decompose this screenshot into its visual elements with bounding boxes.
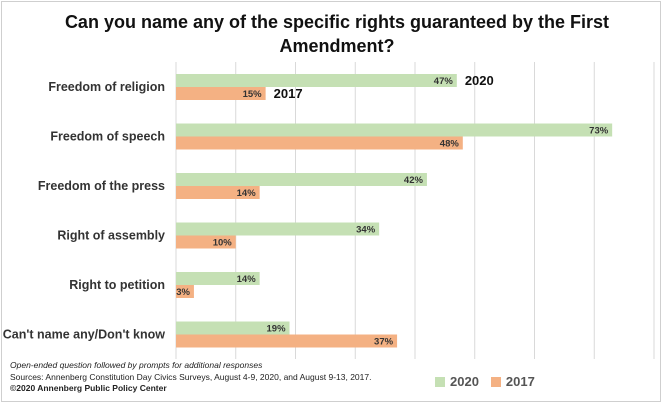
chart-title: Can you name any of the specific rights …: [64, 12, 610, 56]
data-label-2020: 47%: [434, 76, 454, 87]
bar-2020: [176, 321, 290, 335]
data-label-2020: 42%: [404, 175, 424, 186]
legend-label-2020: 2020: [450, 374, 479, 389]
footnote-copyright: ©2020 Annenberg Public Policy Center: [10, 383, 167, 393]
bar-2020: [176, 74, 457, 87]
bar-2017: [176, 87, 266, 100]
category-label: Freedom of religion: [48, 80, 165, 94]
data-label-2020: 73%: [589, 126, 609, 137]
data-label-2017: 3%: [176, 287, 190, 298]
legend: 2020 2017: [435, 374, 535, 389]
bar-2017: [176, 235, 236, 249]
category-label: Right of assembly: [57, 229, 165, 243]
legend-swatch-2020: [435, 376, 445, 387]
legend-label-2017: 2017: [505, 374, 535, 389]
data-label-2017: 48%: [440, 139, 460, 150]
bar-2020: [176, 222, 380, 236]
data-label-2020: 34%: [356, 225, 376, 236]
legend-item-2017: 2017: [490, 374, 535, 389]
data-label-2020: 14%: [237, 274, 257, 285]
data-label-2017: 37%: [374, 337, 394, 348]
footnote-question-note: Open-ended question followed by prompts …: [10, 360, 263, 370]
data-label-2017: 14%: [237, 188, 257, 199]
data-label-2020: 19%: [267, 324, 287, 335]
data-label-2017: 10%: [213, 238, 233, 249]
category-label: Right to petition: [69, 278, 165, 292]
footnote: Open-ended question followed by prompts …: [10, 360, 371, 395]
bar-2020: [176, 173, 427, 186]
category-label: Can't name any/Don't know: [3, 328, 165, 342]
bar-2020: [176, 123, 613, 137]
footnote-sources: Sources: Annenberg Constitution Day Civi…: [10, 371, 372, 382]
bar-2020: [176, 272, 260, 285]
series-tag-2017: 2017: [274, 86, 303, 101]
bar-2017: [176, 285, 194, 298]
bar-2017: [176, 186, 260, 199]
bar-2017: [176, 136, 463, 150]
legend-item-2020: 2020: [435, 374, 479, 389]
legend-swatch-2017: [490, 376, 501, 387]
category-label: Freedom of speech: [50, 130, 165, 144]
data-label-2017: 15%: [243, 89, 263, 100]
series-tag-2020: 2020: [465, 73, 494, 88]
bar-2017: [176, 334, 398, 348]
category-label: Freedom of the press: [38, 179, 165, 193]
